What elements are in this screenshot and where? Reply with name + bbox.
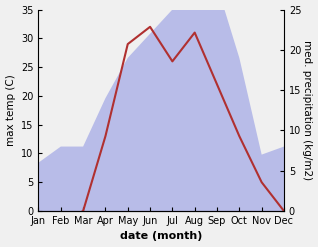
Y-axis label: med. precipitation (kg/m2): med. precipitation (kg/m2) [302,40,313,180]
X-axis label: date (month): date (month) [120,231,203,242]
Y-axis label: max temp (C): max temp (C) [5,74,16,146]
